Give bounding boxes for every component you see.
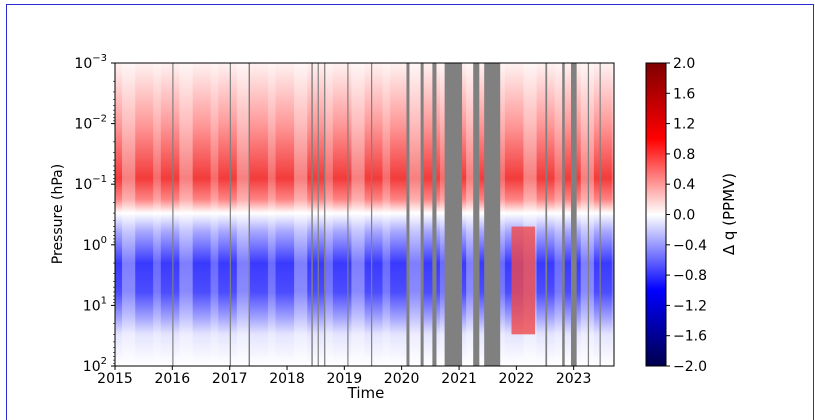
seasonal-band xyxy=(580,63,594,366)
heatmap-area xyxy=(115,63,614,366)
x-tick-label: 2020 xyxy=(384,371,420,387)
seasonal-band xyxy=(554,63,563,366)
missing-data-bar xyxy=(444,63,463,366)
missing-data-bar xyxy=(324,63,326,366)
y-tick-label: 101 xyxy=(83,295,107,314)
missing-data-bar xyxy=(347,63,349,366)
seasonal-band xyxy=(351,63,365,366)
missing-data-bar xyxy=(570,63,577,366)
y-tick-label: 10−3 xyxy=(74,53,107,72)
y-tick-label: 100 xyxy=(83,235,107,254)
missing-data-bar xyxy=(248,63,250,366)
missing-data-bar xyxy=(587,63,590,366)
colorbar xyxy=(645,62,667,367)
y-tick-label: 10−2 xyxy=(74,114,107,133)
missing-data-bar xyxy=(432,63,437,366)
missing-data-bar xyxy=(545,63,548,366)
colorbar-tick-label: 2.0 xyxy=(673,56,695,72)
x-axis: 2015 2016 2017 2018 2019 2020 2021 2022 2023 xyxy=(97,366,591,387)
colorbar-tick-label: 0.0 xyxy=(673,208,695,224)
seasonal-band xyxy=(611,63,614,366)
seasonal-band xyxy=(267,63,276,366)
seasonal-band xyxy=(153,63,161,366)
seasonal-band xyxy=(179,63,193,366)
seasonal-band xyxy=(439,63,448,366)
seasonal-band xyxy=(294,63,308,366)
x-tick-label: 2022 xyxy=(499,371,535,387)
missing-data-bar xyxy=(371,63,373,366)
seasonal-band xyxy=(325,63,333,366)
missing-data-bar xyxy=(484,63,501,366)
missing-data-bar xyxy=(317,63,319,366)
x-tick-label: 2016 xyxy=(154,371,190,387)
colorbar-tick-label: 0.8 xyxy=(673,147,695,163)
x-tick-label: 2018 xyxy=(269,371,305,387)
y-tick-label: 10−1 xyxy=(74,174,107,193)
x-tick-label: 2023 xyxy=(556,371,592,387)
seasonal-band xyxy=(408,63,423,366)
seasonal-band xyxy=(497,63,505,366)
colorbar-tick-label: −1.2 xyxy=(673,298,707,314)
missing-data-bar xyxy=(599,63,601,366)
x-tick-label: 2015 xyxy=(97,371,133,387)
x-tick-label: 2019 xyxy=(327,371,363,387)
colorbar-ticks: 2.0 1.6 1.2 0.8 0.4 0.0 −0.4 −0.8 −1.2 −1.6 −2.0 xyxy=(666,56,707,375)
seasonal-band xyxy=(382,63,391,366)
missing-data-bar xyxy=(229,63,231,366)
missing-data-bar xyxy=(562,63,565,366)
missing-data-bar xyxy=(172,63,174,366)
colorbar-tick-label: −2.0 xyxy=(673,359,707,375)
seasonal-band xyxy=(122,63,136,366)
missing-data-bar xyxy=(311,63,313,366)
colorbar-tick-label: −0.4 xyxy=(673,238,707,254)
missing-data-bar xyxy=(473,63,480,366)
colorbar-tick-label: −1.6 xyxy=(673,329,707,345)
anomaly-region xyxy=(511,226,536,335)
colorbar-label: Δ q (PPMV) xyxy=(720,173,738,255)
x-axis-label: Time xyxy=(347,384,385,402)
seasonal-band xyxy=(210,63,219,366)
colorbar-tick-label: 1.6 xyxy=(673,86,695,102)
missing-data-bar xyxy=(406,63,410,366)
missing-data-bar xyxy=(420,63,424,366)
x-tick-label: 2021 xyxy=(441,371,477,387)
seasonal-band xyxy=(236,63,250,366)
colorbar-tick-label: −0.8 xyxy=(673,268,707,284)
plot-frame xyxy=(114,62,615,367)
colorbar-tick-label: 0.4 xyxy=(673,177,695,193)
y-axis-label: Pressure (hPa) xyxy=(50,164,66,264)
x-tick-label: 2017 xyxy=(212,371,248,387)
colorbar-tick-label: 1.2 xyxy=(673,117,695,133)
figure-frame xyxy=(6,4,814,420)
